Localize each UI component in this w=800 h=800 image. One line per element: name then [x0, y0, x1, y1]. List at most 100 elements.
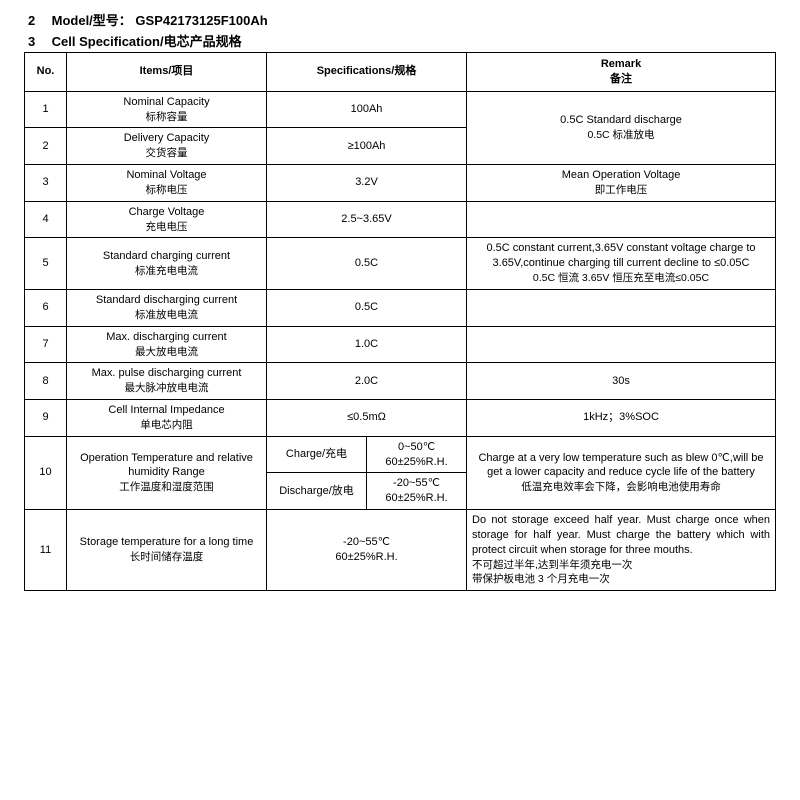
item-cn: 标称电压	[146, 184, 188, 196]
cell-spec: -20~55℃ 60±25%R.H.	[267, 510, 467, 591]
table-row: 6 Standard discharging current 标准放电电流 0.5…	[25, 289, 776, 326]
model-value: GSP42173125F100Ah	[135, 13, 267, 28]
spec2: 60±25%R.H.	[335, 551, 397, 563]
table-row: 11 Storage temperature for a long time 长时…	[25, 510, 776, 591]
cell-remark: 1kHz；3%SOC	[467, 400, 776, 437]
cell-no: 3	[25, 165, 67, 202]
item-cn: 工作温度和湿度范围	[119, 481, 214, 493]
item-cn: 充电电压	[146, 221, 188, 233]
cell-remark	[467, 326, 776, 363]
remark-en: 0.5C constant current,3.65V constant vol…	[486, 242, 755, 269]
cell-item: Nominal Voltage 标称电压	[67, 165, 267, 202]
remark-cn: 0.5C 标准放电	[587, 129, 654, 141]
cell-spec: ≤0.5mΩ	[267, 400, 467, 437]
remark-cn: 即工作电压	[595, 184, 648, 196]
item-en: Cell Internal Impedance	[108, 404, 224, 416]
val1: -20~55℃	[393, 477, 440, 489]
table-header-row: No. Items/项目 Specifications/规格 Remark 备注	[25, 53, 776, 92]
table-row: 10 Operation Temperature and relative hu…	[25, 436, 776, 473]
item-cn: 标准放电电流	[135, 309, 198, 321]
item-en: Standard charging current	[103, 250, 230, 262]
col-items: Items/项目	[67, 53, 267, 92]
spec-table: No. Items/项目 Specifications/规格 Remark 备注…	[24, 52, 776, 591]
model-header: 2 Model/型号： GSP42173125F100Ah	[28, 10, 776, 29]
item-cn: 长时间储存温度	[130, 551, 204, 563]
cell-remark: Do not storage exceed half year. Must ch…	[467, 510, 776, 591]
cell-item: Cell Internal Impedance 单电芯内阻	[67, 400, 267, 437]
cell-item: Charge Voltage 充电电压	[67, 201, 267, 238]
spec-number: 3	[28, 34, 48, 49]
col-no: No.	[25, 53, 67, 92]
cell-item: Standard discharging current 标准放电电流	[67, 289, 267, 326]
cell-no: 7	[25, 326, 67, 363]
cell-sublabel: Charge/充电	[267, 436, 367, 473]
cell-spec: 2.5~3.65V	[267, 201, 467, 238]
cell-sublabel: Discharge/放电	[267, 473, 367, 510]
item-cn: 最大放电电流	[135, 346, 198, 358]
item-en: Operation Temperature and relative humid…	[80, 452, 253, 479]
remark-cn: 0.5C 恒流 3.65V 恒压充至电流≤0.05C	[533, 272, 709, 284]
cell-remark: Charge at a very low temperature such as…	[467, 436, 776, 509]
cell-no: 2	[25, 128, 67, 165]
table-row: 8 Max. pulse discharging current 最大脉冲放电电流…	[25, 363, 776, 400]
cell-subspec: -20~55℃ 60±25%R.H.	[367, 473, 467, 510]
val2: 60±25%R.H.	[385, 456, 447, 468]
cell-spec: 1.0C	[267, 326, 467, 363]
cell-remark: 0.5C Standard discharge 0.5C 标准放电	[467, 91, 776, 164]
item-cn: 最大脉冲放电电流	[125, 382, 209, 394]
cell-item: Operation Temperature and relative humid…	[67, 436, 267, 509]
item-en: Charge Voltage	[129, 206, 205, 218]
spec-header: 3 Cell Specification/电芯产品规格	[28, 31, 776, 50]
cell-remark: 0.5C constant current,3.65V constant vol…	[467, 238, 776, 290]
col-remark: Remark 备注	[467, 53, 776, 92]
table-row: 7 Max. discharging current 最大放电电流 1.0C	[25, 326, 776, 363]
cell-remark	[467, 201, 776, 238]
cell-spec: 0.5C	[267, 238, 467, 290]
val2: 60±25%R.H.	[385, 492, 447, 504]
spec-label: Cell Specification/电芯产品规格	[52, 34, 242, 49]
table-row: 9 Cell Internal Impedance 单电芯内阻 ≤0.5mΩ 1k…	[25, 400, 776, 437]
cell-no: 10	[25, 436, 67, 509]
item-en: Max. pulse discharging current	[92, 367, 242, 379]
remark-cn: 带保护板电池 3 个月充电一次	[472, 573, 610, 585]
item-en: Nominal Voltage	[126, 169, 206, 181]
cell-remark: Mean Operation Voltage 即工作电压	[467, 165, 776, 202]
item-en: Standard discharging current	[96, 294, 237, 306]
item-en: Max. discharging current	[106, 331, 226, 343]
cell-no: 6	[25, 289, 67, 326]
cell-item: Storage temperature for a long time 长时间储存…	[67, 510, 267, 591]
remark-en: Mean Operation Voltage	[562, 169, 681, 181]
item-cn: 单电芯内阻	[140, 419, 193, 431]
cell-spec: ≥100Ah	[267, 128, 467, 165]
table-row: 4 Charge Voltage充电电压 2.5~3.65V	[25, 201, 776, 238]
item-en: Storage temperature for a long time	[80, 536, 254, 548]
cell-no: 9	[25, 400, 67, 437]
cell-no: 8	[25, 363, 67, 400]
remark-en: 0.5C Standard discharge	[560, 114, 682, 126]
cell-item: Standard charging current标准充电电流	[67, 238, 267, 290]
cell-remark: 30s	[467, 363, 776, 400]
item-cn: 交货容量	[146, 147, 188, 159]
cell-spec: 3.2V	[267, 165, 467, 202]
cell-no: 1	[25, 91, 67, 128]
table-row: 1 Nominal Capacity标称容量 100Ah 0.5C Standa…	[25, 91, 776, 128]
cell-spec: 2.0C	[267, 363, 467, 400]
remark-cn: 不可超过半年,达到半年须充电一次	[472, 559, 632, 571]
model-number: 2	[28, 13, 48, 28]
table-row: 5 Standard charging current标准充电电流 0.5C 0…	[25, 238, 776, 290]
cell-remark	[467, 289, 776, 326]
cell-item: Max. discharging current 最大放电电流	[67, 326, 267, 363]
val1: 0~50℃	[398, 441, 435, 453]
spec1: -20~55℃	[343, 536, 390, 548]
remark-en: Remark	[601, 58, 641, 70]
cell-subspec: 0~50℃ 60±25%R.H.	[367, 436, 467, 473]
cell-no: 11	[25, 510, 67, 591]
remark-en: Do not storage exceed half year. Must ch…	[472, 514, 770, 556]
table-row: 3 Nominal Voltage 标称电压 3.2V Mean Operatio…	[25, 165, 776, 202]
cell-item: Delivery Capacity交货容量	[67, 128, 267, 165]
cell-spec: 0.5C	[267, 289, 467, 326]
col-spec: Specifications/规格	[267, 53, 467, 92]
cell-item: Max. pulse discharging current 最大脉冲放电电流	[67, 363, 267, 400]
item-cn: 标称容量	[146, 111, 188, 123]
model-label: Model/型号：	[52, 13, 132, 28]
